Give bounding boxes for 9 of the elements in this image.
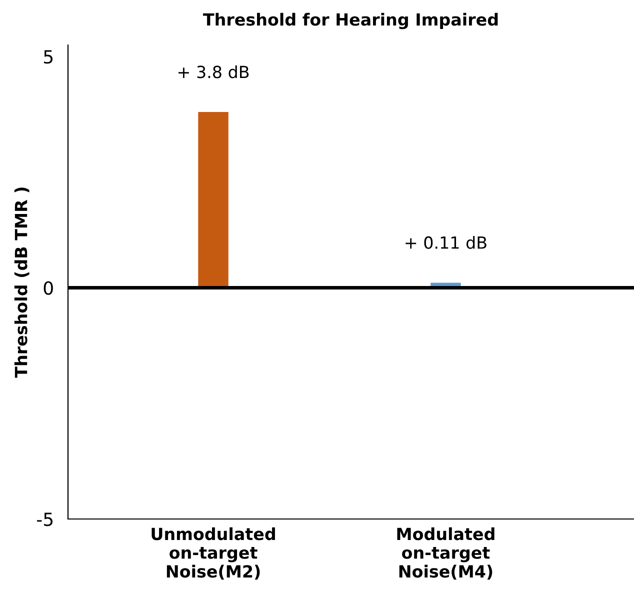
y-tick-label: 5: [44, 50, 53, 64]
y-tick-label: -5: [36, 512, 53, 526]
x-tick-label: Modulated on-target Noise(M4): [397, 527, 494, 580]
data-label: + 0.11 dB: [406, 236, 486, 249]
x-tick-label: Unmodulated on-target Noise(M2): [152, 527, 275, 580]
y-tick-label: 0: [44, 281, 53, 295]
data-label: + 3.8 dB: [178, 65, 249, 78]
y-axis-title: Threshold (dB TMR ): [14, 188, 30, 378]
chart-title: Threshold for Hearing Impaired: [203, 12, 498, 30]
